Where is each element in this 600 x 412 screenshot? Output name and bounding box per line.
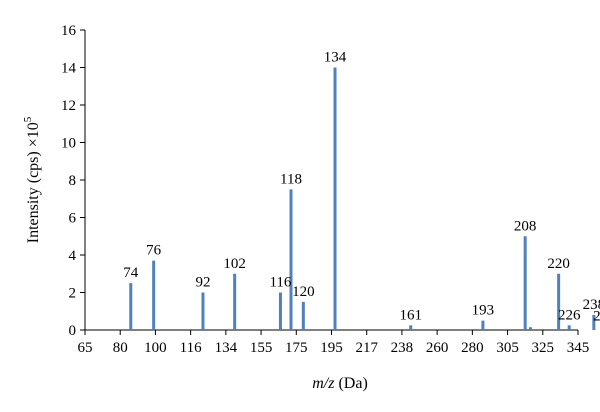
peak-label-226: 226	[558, 307, 581, 323]
x-tick-label: 325	[532, 340, 555, 356]
x-tick-label: 305	[496, 340, 519, 356]
y-axis-title-main: Intensity (cps) ×10	[25, 122, 42, 243]
peak-label-118: 118	[280, 171, 302, 187]
x-tick-label: 345	[567, 340, 590, 356]
bar-minor-0	[528, 327, 532, 330]
x-tick-label: 260	[426, 340, 449, 356]
peak-label-240: 240	[593, 308, 600, 324]
peak-label-238: 238	[583, 297, 600, 313]
x-tick-label: 116	[180, 340, 202, 356]
bar-92	[201, 292, 205, 330]
x-axis-title: m/z (Da)	[312, 375, 368, 392]
y-tick-label: 14	[61, 61, 77, 77]
y-tick-label: 0	[69, 323, 77, 339]
y-tick-label: 2	[69, 286, 77, 302]
y-tick-label: 10	[61, 136, 76, 152]
axes-layer: 0 2 4 6 8 10 12 14 16 65 80 100 116 134 155 175 195 217 23…	[61, 23, 589, 356]
bar-220	[557, 273, 561, 330]
labels-layer: 74 76 92 102 116 118 120 134 161 193 208 220 2262382…	[123, 50, 600, 325]
peak-label-102: 102	[223, 256, 246, 272]
bar-134	[333, 67, 337, 330]
x-axis-title-rest: (Da)	[334, 375, 367, 392]
bar-208	[523, 236, 527, 330]
x-tick-label: 100	[144, 340, 167, 356]
x-tick-label: 155	[250, 340, 273, 356]
bar-226	[567, 325, 571, 330]
bar-76	[152, 260, 156, 330]
y-axis-title-exponent: 5	[22, 116, 34, 122]
bar-118	[289, 189, 293, 330]
y-tick-label: 6	[69, 211, 77, 227]
peak-label-92: 92	[195, 275, 210, 291]
y-tick-label: 4	[69, 248, 77, 264]
x-tick-label: 195	[320, 340, 343, 356]
x-tick-label: 65	[78, 340, 93, 356]
x-axis-title-italic: m/z	[312, 375, 335, 392]
bar-74	[129, 283, 133, 330]
y-tick-label: 16	[61, 23, 77, 39]
peak-label-193: 193	[472, 303, 495, 319]
peak-label-120: 120	[292, 284, 315, 300]
peak-label-116: 116	[269, 275, 291, 291]
bar-193	[481, 320, 485, 330]
y-tick-label: 12	[61, 98, 76, 114]
bar-102	[233, 273, 237, 330]
peak-label-220: 220	[547, 256, 570, 272]
bars-layer	[129, 67, 596, 330]
x-tick-label: 217	[355, 340, 378, 356]
bar-238	[592, 315, 596, 330]
peak-label-76: 76	[146, 243, 162, 259]
x-tick-label: 80	[113, 340, 128, 356]
x-tick-label: 134	[215, 340, 238, 356]
y-axis-title: Intensity (cps) ×105	[22, 116, 42, 243]
x-tick-label: 175	[285, 340, 308, 356]
bar-120	[301, 301, 305, 330]
peak-label-134: 134	[324, 50, 347, 66]
y-tick-label: 8	[69, 173, 77, 189]
peak-label-161: 161	[399, 307, 422, 323]
peak-label-74: 74	[123, 265, 139, 281]
bar-161	[409, 325, 413, 330]
x-tick-label: 280	[461, 340, 484, 356]
x-tick-label: 238	[391, 340, 414, 356]
peak-label-208: 208	[514, 218, 537, 234]
bar-116	[278, 292, 282, 330]
